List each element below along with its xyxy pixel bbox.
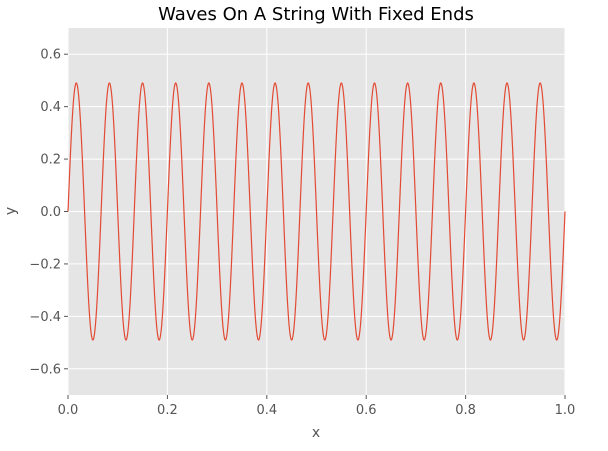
x-tick-label-4: 0.8 bbox=[455, 403, 476, 418]
x-axis: 0.0 0.2 0.4 0.6 0.8 1.0 bbox=[58, 395, 576, 418]
y-tick-label-6: 0.6 bbox=[40, 48, 61, 63]
y-tick-label-2: −0.2 bbox=[29, 257, 61, 272]
chart-title: Waves On A String With Fixed Ends bbox=[158, 4, 474, 25]
series-line-0 bbox=[67, 82, 566, 341]
x-axis-label: x bbox=[312, 425, 320, 441]
y-tick-label-0: −0.6 bbox=[29, 362, 61, 377]
y-tick-label-4: 0.2 bbox=[40, 153, 61, 168]
y-tick-label-5: 0.4 bbox=[40, 100, 61, 115]
x-tick-label-3: 0.6 bbox=[356, 403, 377, 418]
x-tick-label-2: 0.4 bbox=[256, 403, 277, 418]
y-tick-label-3: 0.0 bbox=[40, 205, 61, 220]
x-tick-label-5: 1.0 bbox=[555, 403, 576, 418]
y-tick-label-1: −0.4 bbox=[29, 310, 61, 325]
x-tick-label-0: 0.0 bbox=[58, 403, 79, 418]
y-axis: −0.6 −0.4 −0.2 0.0 0.2 0.4 0.6 bbox=[29, 48, 68, 377]
x-tick-label-1: 0.2 bbox=[157, 403, 178, 418]
y-axis-label: y bbox=[3, 207, 19, 215]
